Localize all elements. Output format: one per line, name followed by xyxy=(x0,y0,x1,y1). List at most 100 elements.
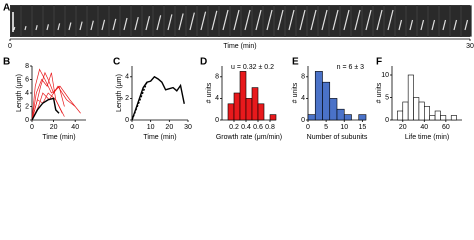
bar xyxy=(307,114,316,121)
frame xyxy=(439,5,450,37)
bar xyxy=(402,101,409,121)
bar xyxy=(233,92,241,121)
filament xyxy=(156,15,162,31)
frame xyxy=(120,5,131,37)
filament xyxy=(288,9,295,31)
x-tick-label: 0.4 xyxy=(241,124,251,131)
bar xyxy=(336,108,345,121)
filament xyxy=(101,19,106,31)
bar xyxy=(358,114,367,121)
filament xyxy=(464,19,469,31)
x-axis-label: Life time (min) xyxy=(405,134,449,141)
frame xyxy=(54,5,65,37)
y-tick-label: 0 xyxy=(25,117,29,124)
y-tick-label: 8 xyxy=(301,74,305,81)
line xyxy=(131,75,185,121)
filament xyxy=(178,13,184,31)
y-axis-label: # units xyxy=(292,82,299,103)
filament xyxy=(321,9,328,31)
frame xyxy=(450,5,461,37)
x-axis-label: Time (min) xyxy=(42,134,75,141)
filament xyxy=(112,18,117,31)
frame xyxy=(351,5,362,37)
filament xyxy=(211,10,218,31)
y-tick-label: 4 xyxy=(215,95,219,102)
filament xyxy=(431,19,436,31)
filament xyxy=(420,19,425,31)
bar xyxy=(329,98,338,121)
panel-label: C xyxy=(113,57,120,68)
y-axis-label: Length (μm) xyxy=(116,74,123,112)
frame xyxy=(340,5,351,37)
x-tick-label: 0 xyxy=(130,124,134,131)
frame xyxy=(395,5,406,37)
frame xyxy=(428,5,439,37)
filament xyxy=(387,9,394,31)
x-tick-label: 0.2 xyxy=(229,124,239,131)
y-tick-label: 0 xyxy=(215,117,219,124)
y-tick-label: 6 xyxy=(25,76,29,83)
filament xyxy=(354,9,361,31)
x-tick-label: 40 xyxy=(420,124,428,131)
y-tick-label: 8 xyxy=(25,63,29,70)
frame xyxy=(43,5,54,37)
filament xyxy=(266,9,273,31)
x-tick-label: 20 xyxy=(50,124,58,131)
y-tick-label: 0 xyxy=(125,117,129,124)
frame xyxy=(285,5,296,37)
frame xyxy=(76,5,87,37)
filament xyxy=(233,9,240,31)
y-tick-label: 10 xyxy=(381,72,389,79)
frame xyxy=(362,5,373,37)
filament xyxy=(123,17,128,31)
x-tick-label: 0 xyxy=(306,124,310,131)
frame xyxy=(87,5,98,37)
x-tick-label: 60 xyxy=(442,124,450,131)
y-tick-label: 4 xyxy=(25,90,29,97)
frame xyxy=(131,5,142,37)
filament xyxy=(57,23,61,31)
bar xyxy=(450,115,457,121)
line xyxy=(31,92,65,121)
x-tick-label: 40 xyxy=(71,124,79,131)
frame xyxy=(461,5,472,37)
panel-label: E xyxy=(292,57,299,68)
y-tick-label: 0 xyxy=(385,117,389,124)
filament xyxy=(255,9,262,31)
frame xyxy=(307,5,318,37)
filament xyxy=(13,26,16,31)
filament xyxy=(68,22,72,31)
bar xyxy=(227,103,235,121)
frame xyxy=(208,5,219,37)
frame xyxy=(32,5,43,37)
frame xyxy=(175,5,186,37)
frame xyxy=(186,5,197,37)
bar xyxy=(245,98,253,121)
panel-label: B xyxy=(3,57,10,68)
filament xyxy=(35,25,38,31)
filament xyxy=(299,9,306,31)
frame xyxy=(219,5,230,37)
frame xyxy=(384,5,395,37)
y-tick-label: 2 xyxy=(125,95,129,102)
filament xyxy=(332,9,339,31)
x-tick-label: 15 xyxy=(358,124,366,131)
line xyxy=(31,68,81,121)
x-tick-label: 20 xyxy=(165,124,173,131)
frame xyxy=(406,5,417,37)
frame xyxy=(230,5,241,37)
x-tick-label: 10 xyxy=(340,124,348,131)
y-tick-label: 4 xyxy=(125,74,129,81)
frame xyxy=(10,5,21,37)
panel-label: F xyxy=(376,57,382,68)
x-tick-label: 0.6 xyxy=(253,124,263,131)
line xyxy=(31,97,60,121)
filament xyxy=(167,14,173,31)
frame xyxy=(197,5,208,37)
x-tick-label: 20 xyxy=(399,124,407,131)
x-axis-label: Time (min) xyxy=(223,43,256,50)
bar xyxy=(434,110,441,121)
filament xyxy=(398,19,403,31)
filament xyxy=(343,9,350,31)
